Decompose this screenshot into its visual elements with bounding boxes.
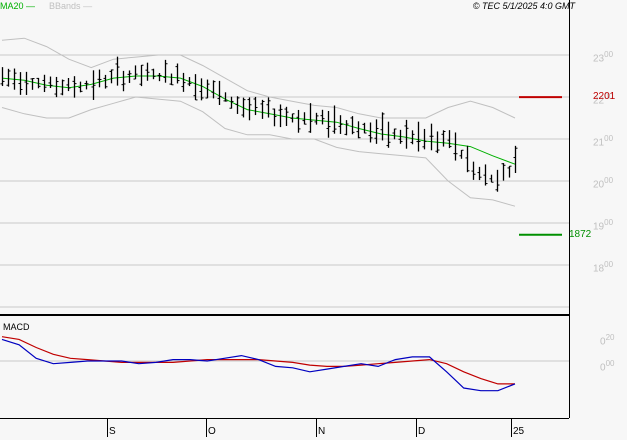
copyright-timestamp: © TEC 5/1/2025 4:0 GMT — [472, 1, 575, 11]
legend-bbands: BBands — — [49, 1, 93, 11]
y-tick-label: 2100 — [593, 134, 614, 149]
x-tick-label: D — [418, 426, 426, 437]
x-tick-label: S — [109, 426, 116, 437]
macd-label: MACD — [3, 322, 30, 332]
y-tick-label: 2200 — [593, 92, 614, 107]
macd-tick-label: 020 — [600, 333, 615, 348]
y-tick-label: 1900 — [593, 218, 614, 233]
y-tick-label: 2000 — [593, 176, 614, 191]
legend-ma20: MA20 — — [0, 1, 36, 11]
y-tick-label: 1800 — [593, 260, 614, 275]
support-label: 1872 — [569, 229, 592, 240]
x-tick-label: O — [208, 426, 216, 437]
x-tick-label: 25 — [513, 426, 525, 437]
y-tick-label: 2300 — [593, 50, 614, 65]
chart-legend: MA20 — BBands — — [0, 0, 92, 12]
resistance-label: 2201 — [593, 91, 616, 102]
x-tick-label: N — [318, 426, 326, 437]
macd-tick-label: 000 — [600, 359, 615, 374]
